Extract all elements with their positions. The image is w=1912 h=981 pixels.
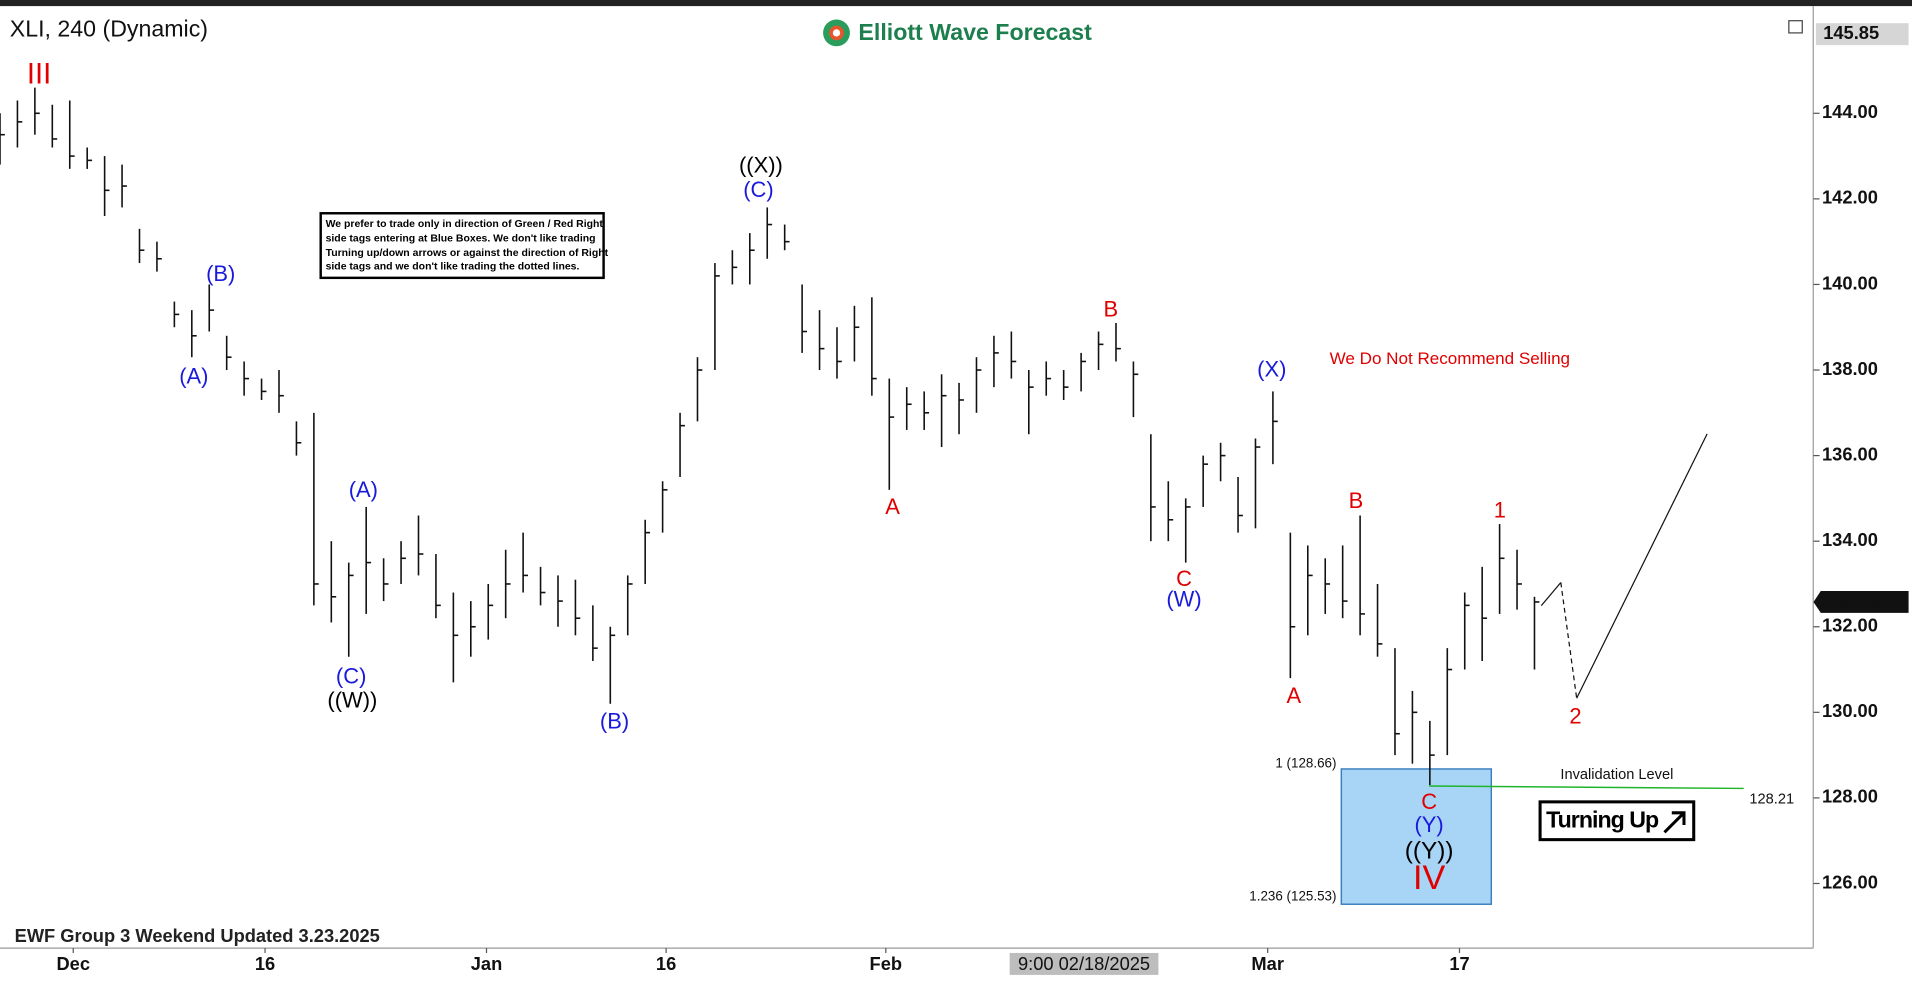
y-tick-label: 130.00 [1822,700,1878,721]
wave-label: (C) [743,177,773,202]
wave-label: ((X)) [739,153,783,178]
crosshair-label: 9:00 02/18/2025 [1018,953,1150,974]
wave-label: (A) [349,477,378,502]
y-tick-label: 128.00 [1822,786,1878,807]
note-line: We prefer to trade only in direction of … [326,219,604,230]
wave-label: (B) [600,708,629,733]
wave-label: (A) [179,364,208,389]
button-arrow [1663,811,1686,834]
y-tick-label: 132.00 [1822,615,1878,636]
x-tick-label: 16 [656,953,676,974]
wave-label: (B) [206,261,235,286]
top-price-label: 145.85 [1823,22,1879,43]
wave-label: ((W)) [327,688,377,713]
wave-label: ((Y)) [1405,837,1454,864]
chart-title: XLI, 240 (Dynamic) [10,16,208,42]
box-level: 1.236 (125.53) [1249,888,1336,903]
wave-label: (C) [336,663,366,688]
projection-line [1576,433,1708,699]
blue-box [1340,768,1493,905]
crosshair-box [1009,952,1159,975]
top-border [0,0,1912,7]
button-frame [1538,800,1696,842]
note-line: side tags and we don't like trading the … [326,262,580,273]
projection-dashed [1560,582,1578,699]
note-line: side tags entering at Blue Boxes. We don… [326,234,596,245]
x-tick-label: Jan [471,953,502,974]
wave-label: 2 [1569,704,1581,729]
note-frame [319,212,605,280]
wave-label: A [1286,683,1301,708]
wave-label: 1 [1494,498,1506,523]
logo-icon-core [832,29,841,37]
advice-text: We Do Not Recommend Selling [1330,349,1570,368]
box-level: 1 (128.66) [1275,756,1336,771]
wave-label: (Y) [1414,812,1443,837]
wave-label: B [1349,488,1364,513]
wave-label: A [885,494,900,519]
projection-line [1540,582,1562,607]
wave-label: B [1104,297,1119,322]
invalidation-line [1429,785,1744,790]
brand-name: Elliott Wave Forecast [858,19,1092,45]
invalidation-value: 128.21 [1749,791,1794,807]
x-tick-label: Feb [870,953,902,974]
y-tick-label: 134.00 [1822,529,1878,550]
last-price-label: 132.58 [1826,590,1882,611]
y-tick-label: 136.00 [1822,443,1878,464]
x-tick-label: 16 [255,953,275,974]
y-tick-label: 144.00 [1822,101,1878,122]
y-tick-label: 138.00 [1822,358,1878,379]
x-tick-label: Dec [56,953,90,974]
brand-logo: Elliott Wave Forecast [823,19,1092,47]
wave-label: C [1421,789,1437,814]
y-tick-label: 142.00 [1822,187,1878,208]
y-tick-label: 126.00 [1822,871,1878,892]
top-price-box [1815,23,1909,46]
window-icon[interactable] [1788,20,1803,34]
note-box: We prefer to trade only in direction of … [319,212,609,280]
wave-label: (W) [1166,587,1201,612]
x-tick-label: 17 [1449,953,1469,974]
last-price-box [1813,590,1909,613]
y-tick-label: 140.00 [1822,272,1878,293]
x-tick-label: Mar [1251,953,1283,974]
note-line: Turning up/down arrows or against the di… [326,248,609,259]
wave-label: (X) [1257,356,1286,381]
button-text: Turning Up [1546,806,1659,832]
invalidation-label: Invalidation Level [1560,767,1673,783]
wave-label: IV [1413,859,1445,897]
wave-label: III [27,58,51,90]
wave-label: C [1176,566,1192,591]
turning-up-button: Turning Up [1538,800,1696,842]
footer-text: EWF Group 3 Weekend Updated 3.23.2025 [15,925,380,946]
